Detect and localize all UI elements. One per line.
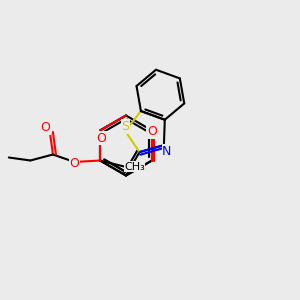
- Text: S: S: [121, 120, 129, 133]
- Text: CH₃: CH₃: [124, 161, 145, 172]
- Text: O: O: [70, 157, 80, 170]
- Text: N: N: [162, 145, 172, 158]
- Text: O: O: [147, 125, 157, 138]
- Text: O: O: [40, 121, 50, 134]
- Text: O: O: [97, 131, 106, 145]
